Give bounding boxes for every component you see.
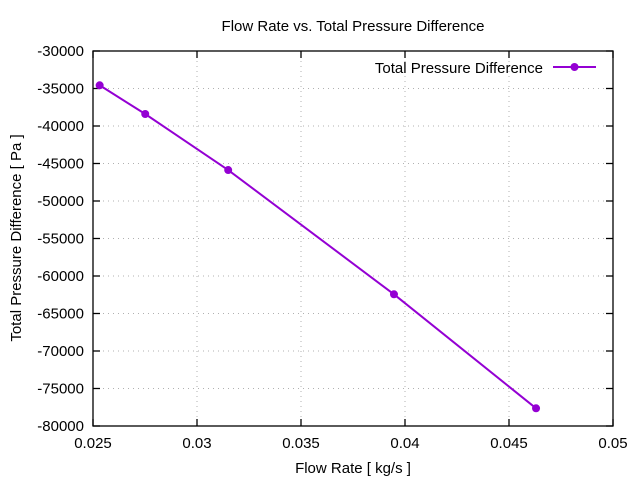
data-point <box>141 110 150 118</box>
legend-marker <box>570 63 579 71</box>
data-point <box>389 290 398 299</box>
chart-title: Flow Rate vs. Total Pressure Difference <box>222 18 485 35</box>
y-tick-label: -60000 <box>37 268 84 285</box>
series-layer <box>95 81 541 413</box>
x-tick-label: 0.035 <box>282 435 320 452</box>
x-tick-labels: 0.025 0.03 0.035 0.04 0.045 0.05 <box>74 435 627 452</box>
plot-border <box>92 50 614 427</box>
data-point <box>95 81 104 90</box>
data-point <box>224 166 233 175</box>
y-tick-label: -40000 <box>37 118 84 135</box>
series-line <box>99 84 537 410</box>
y-tick-labels: -80000 -75000 -70000 -65000 -60000 -55000 -500… <box>37 43 84 435</box>
y-tick-label: -70000 <box>37 343 84 360</box>
x-tick-label: 0.045 <box>490 435 528 452</box>
legend: Total Pressure Difference <box>375 60 596 77</box>
x-axis-label: Flow Rate [ kg/s ] <box>295 460 411 477</box>
y-tick-label: -65000 <box>37 306 84 323</box>
y-tick-label: -30000 <box>37 43 84 60</box>
y-tick-label: -80000 <box>37 418 84 435</box>
grid-lines <box>93 51 613 426</box>
y-tick-label: -50000 <box>37 193 84 210</box>
legend-label: Total Pressure Difference <box>375 60 543 77</box>
x-tick-label: 0.04 <box>390 435 419 452</box>
y-tick-label: -35000 <box>37 81 84 98</box>
y-tick-label: -75000 <box>37 381 84 398</box>
data-point <box>532 404 541 413</box>
x-tick-label: 0.03 <box>182 435 211 452</box>
x-tick-label: 0.05 <box>598 435 627 452</box>
y-axis-label: Total Pressure Difference [ Pa ] <box>8 134 25 341</box>
y-tick-label: -55000 <box>37 231 84 248</box>
x-tick-label: 0.025 <box>74 435 112 452</box>
y-tick-label: -45000 <box>37 156 84 173</box>
